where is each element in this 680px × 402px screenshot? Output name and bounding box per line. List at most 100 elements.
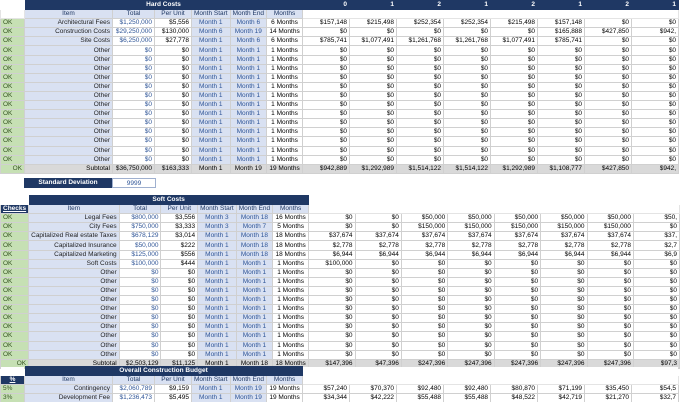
month-start-cell[interactable]: Month 1 xyxy=(197,331,237,342)
monthly-value-cell[interactable]: $1,077,491 xyxy=(490,36,539,47)
monthly-value-cell[interactable]: $0 xyxy=(493,267,542,278)
monthly-value-cell[interactable]: $252,354 xyxy=(396,18,445,29)
item-cell[interactable]: Other xyxy=(24,100,113,111)
per-unit-cell[interactable]: $0 xyxy=(160,313,199,324)
monthly-value-cell[interactable]: $2,778 xyxy=(493,240,542,251)
months-cell[interactable]: 1 Months xyxy=(272,304,310,315)
monthly-value-cell[interactable]: $0 xyxy=(302,81,351,92)
item-cell[interactable]: Capitalized Marketing xyxy=(28,249,120,260)
total-cell[interactable]: $0 xyxy=(112,54,155,65)
monthly-value-cell[interactable]: $0 xyxy=(631,45,680,56)
monthly-value-cell[interactable]: $0 xyxy=(490,118,539,129)
monthly-value-cell[interactable]: $0 xyxy=(631,81,680,92)
monthly-value-cell[interactable]: $0 xyxy=(302,27,351,38)
monthly-value-cell[interactable]: $0 xyxy=(631,118,680,129)
subtotal-monthly-value[interactable]: $1,292,989 xyxy=(349,163,398,174)
monthly-value-cell[interactable]: $427,850 xyxy=(584,27,633,38)
item-cell[interactable]: Legal Fees xyxy=(28,213,120,224)
subtotal-per-unit[interactable]: $163,333 xyxy=(154,163,192,174)
months-cell[interactable]: 1 Months xyxy=(272,349,310,360)
check-cell[interactable]: OK xyxy=(0,90,25,102)
monthly-value-cell[interactable]: $0 xyxy=(631,109,680,120)
months-cell[interactable]: 1 Months xyxy=(272,331,310,342)
check-cell[interactable]: OK xyxy=(0,63,25,74)
months-cell[interactable]: 6 Months xyxy=(266,18,304,29)
month-end-cell[interactable]: Month 1 xyxy=(235,304,274,315)
month-start-cell[interactable]: Month 1 xyxy=(191,109,231,120)
check-cell[interactable]: OK xyxy=(0,240,30,251)
monthly-value-cell[interactable]: $0 xyxy=(584,100,633,111)
monthly-value-cell[interactable]: $0 xyxy=(443,136,492,147)
month-start-cell[interactable]: Month 1 xyxy=(191,54,231,65)
month-start-cell[interactable]: Month 1 xyxy=(191,90,231,102)
month-end-cell[interactable]: Month 6 xyxy=(229,36,268,47)
monthly-value-cell[interactable]: $0 xyxy=(586,313,634,324)
months-cell[interactable]: 1 Months xyxy=(266,145,304,156)
month-end-cell[interactable]: Month 1 xyxy=(235,267,274,278)
monthly-value-cell[interactable]: $50,000 xyxy=(400,213,449,224)
total-cell[interactable]: $0 xyxy=(112,145,155,156)
monthly-value-cell[interactable]: $0 xyxy=(400,322,449,333)
per-unit-cell[interactable]: $0 xyxy=(154,145,192,156)
per-unit-cell[interactable]: $0 xyxy=(160,304,199,315)
monthly-value-cell[interactable]: $1,261,768 xyxy=(396,36,445,47)
total-cell[interactable]: $800,000 xyxy=(118,213,162,224)
month-end-cell[interactable]: Month 1 xyxy=(235,331,274,342)
monthly-value-cell[interactable]: $0 xyxy=(443,100,492,111)
month-start-cell[interactable]: Month 1 xyxy=(197,276,237,287)
months-cell[interactable]: 16 Months xyxy=(272,213,310,224)
month-start-cell[interactable]: Month 1 xyxy=(197,295,237,306)
month-end-cell[interactable]: Month 18 xyxy=(235,231,274,242)
monthly-value-cell[interactable]: $0 xyxy=(354,322,402,333)
monthly-value-cell[interactable]: $2,778 xyxy=(447,240,495,251)
check-cell[interactable]: OK xyxy=(0,340,30,351)
check-cell[interactable]: 5% xyxy=(0,384,25,395)
month-end-cell[interactable]: Month 1 xyxy=(229,145,268,156)
item-cell[interactable]: City Fees xyxy=(28,222,120,233)
item-cell[interactable]: Other xyxy=(28,304,120,315)
total-cell[interactable]: $0 xyxy=(112,45,155,56)
check-cell[interactable]: OK xyxy=(0,285,30,297)
check-cell[interactable]: OK xyxy=(0,118,25,129)
monthly-value-cell[interactable]: $0 xyxy=(396,136,445,147)
per-unit-cell[interactable]: $0 xyxy=(154,136,192,147)
monthly-value-cell[interactable]: $0 xyxy=(631,136,680,147)
subtotal-monthly-value[interactable]: $427,850 xyxy=(584,163,633,174)
monthly-value-cell[interactable]: $37,674 xyxy=(540,231,588,242)
monthly-value-cell[interactable]: $157,148 xyxy=(537,18,586,29)
monthly-value-cell[interactable]: $0 xyxy=(447,313,495,324)
monthly-value-cell[interactable]: $0 xyxy=(308,213,356,224)
monthly-value-cell[interactable]: $0 xyxy=(447,349,495,360)
monthly-value-cell[interactable]: $50,000 xyxy=(586,213,634,224)
monthly-value-cell[interactable]: $0 xyxy=(308,304,356,315)
monthly-value-cell[interactable]: $0 xyxy=(349,90,398,102)
monthly-value-cell[interactable]: $0 xyxy=(490,154,539,165)
month-end-cell[interactable]: Month 1 xyxy=(229,63,268,74)
total-cell[interactable]: $0 xyxy=(118,276,162,287)
per-unit-cell[interactable]: $5,495 xyxy=(154,393,192,402)
monthly-value-cell[interactable]: $0 xyxy=(447,304,495,315)
monthly-value-cell[interactable]: $0 xyxy=(632,313,680,324)
total-cell[interactable]: $0 xyxy=(118,313,162,324)
monthly-value-cell[interactable]: $785,741 xyxy=(302,36,351,47)
monthly-value-cell[interactable]: $0 xyxy=(400,267,449,278)
monthly-value-cell[interactable]: $0 xyxy=(396,81,445,92)
monthly-value-cell[interactable]: $0 xyxy=(443,81,492,92)
check-cell[interactable]: 3% xyxy=(0,393,25,402)
monthly-value-cell[interactable]: $0 xyxy=(349,54,398,65)
check-cell[interactable]: OK xyxy=(0,304,30,315)
total-cell[interactable]: $0 xyxy=(118,322,162,333)
item-cell[interactable]: Other xyxy=(24,45,113,56)
item-cell[interactable]: Other xyxy=(24,127,113,138)
monthly-value-cell[interactable]: $6,944 xyxy=(540,249,588,260)
item-cell[interactable]: Other xyxy=(24,63,113,74)
monthly-value-cell[interactable]: $0 xyxy=(537,118,586,129)
monthly-value-cell[interactable]: $0 xyxy=(632,258,680,269)
total-cell[interactable]: $0 xyxy=(118,349,162,360)
monthly-value-cell[interactable]: $0 xyxy=(354,331,402,342)
monthly-value-cell[interactable]: $0 xyxy=(447,285,495,297)
monthly-value-cell[interactable]: $0 xyxy=(537,109,586,120)
check-cell[interactable]: OK xyxy=(0,213,30,224)
month-end-cell[interactable]: Month 19 xyxy=(229,384,268,395)
monthly-value-cell[interactable]: $150,000 xyxy=(586,222,634,233)
